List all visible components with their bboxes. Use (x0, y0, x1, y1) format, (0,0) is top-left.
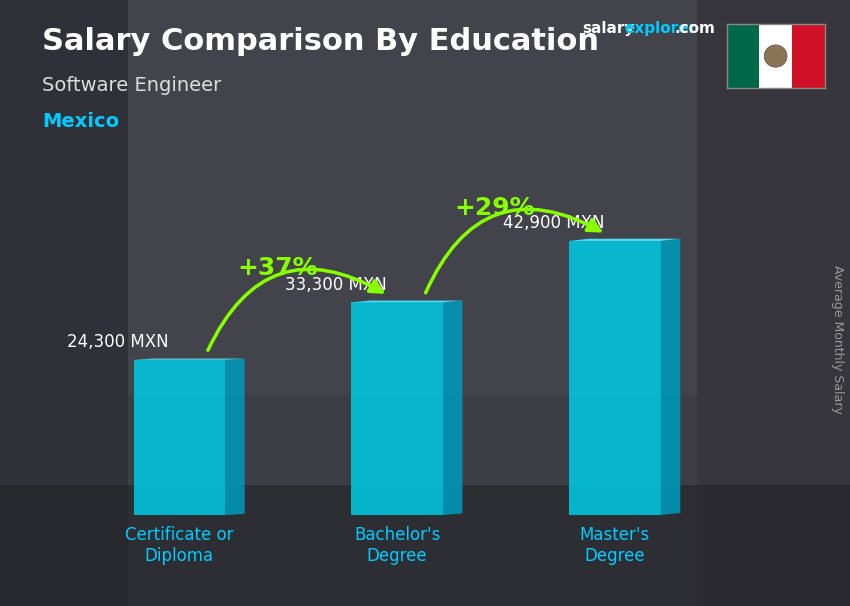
Polygon shape (351, 301, 462, 302)
Text: .com: .com (674, 21, 715, 36)
Text: explorer: explorer (625, 21, 697, 36)
FancyArrowPatch shape (426, 209, 600, 293)
Polygon shape (133, 359, 245, 360)
Polygon shape (133, 360, 225, 515)
Polygon shape (443, 301, 462, 515)
Bar (759, 24, 792, 88)
Bar (697, 0, 850, 606)
Circle shape (764, 45, 787, 67)
Text: +37%: +37% (237, 256, 318, 280)
Bar (128, 0, 697, 394)
Text: Salary Comparison By Education: Salary Comparison By Education (42, 27, 599, 56)
Bar (792, 24, 824, 88)
FancyArrowPatch shape (208, 269, 382, 350)
Bar (0, 485, 850, 606)
Polygon shape (570, 241, 660, 515)
Text: 24,300 MXN: 24,300 MXN (67, 333, 169, 351)
Text: Mexico: Mexico (42, 112, 120, 131)
Bar (727, 24, 759, 88)
Text: Average Monthly Salary: Average Monthly Salary (830, 265, 844, 414)
Text: salary: salary (582, 21, 635, 36)
Text: +29%: +29% (455, 196, 536, 221)
Text: Software Engineer: Software Engineer (42, 76, 222, 95)
Polygon shape (351, 302, 443, 515)
Text: 42,900 MXN: 42,900 MXN (503, 214, 604, 232)
Polygon shape (570, 239, 680, 241)
Text: 33,300 MXN: 33,300 MXN (286, 276, 387, 293)
Polygon shape (660, 239, 680, 515)
Polygon shape (225, 359, 245, 515)
Bar (0, 0, 128, 606)
